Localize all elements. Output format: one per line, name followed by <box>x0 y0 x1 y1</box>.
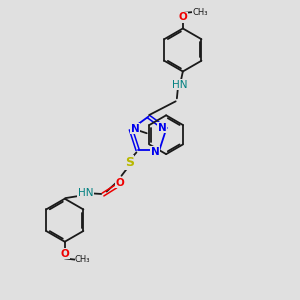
Text: S: S <box>125 156 134 169</box>
Text: O: O <box>60 249 69 259</box>
Text: O: O <box>178 12 187 22</box>
Text: N: N <box>158 123 166 133</box>
Text: CH₃: CH₃ <box>75 255 90 264</box>
Text: HN: HN <box>78 188 93 198</box>
Text: O: O <box>115 178 124 188</box>
Text: N: N <box>131 124 140 134</box>
Text: HN: HN <box>172 80 187 90</box>
Text: CH₃: CH₃ <box>192 8 208 16</box>
Text: N: N <box>151 146 160 157</box>
